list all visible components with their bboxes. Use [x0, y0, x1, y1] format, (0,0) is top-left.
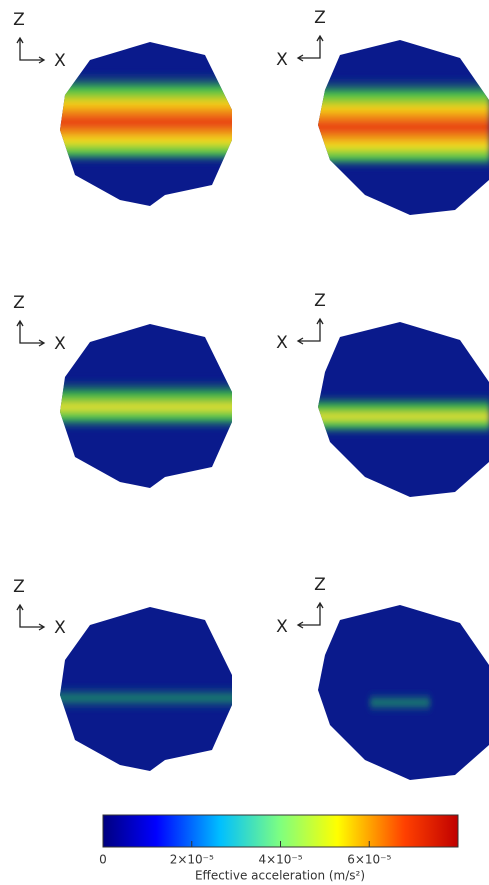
axis-label: X	[276, 333, 288, 353]
axis-label: X	[54, 51, 66, 71]
tick-label: 2×10⁻⁵	[170, 853, 214, 867]
axis-label: Z	[13, 10, 25, 30]
axis-arrow	[296, 601, 324, 629]
axis-label: Z	[13, 577, 25, 597]
rendering	[318, 322, 489, 497]
renderings	[60, 40, 489, 780]
rendering	[318, 605, 489, 780]
axis-arrow	[296, 34, 324, 62]
tick-label: 0	[99, 853, 107, 867]
tick-label: 4×10⁻⁵	[258, 853, 302, 867]
axis-arrow	[16, 603, 46, 631]
axis-label: Z	[314, 575, 326, 595]
axis-arrow	[16, 319, 46, 347]
colorbar-label: Effective acceleration (m/s²)	[195, 869, 365, 883]
rendering	[60, 42, 232, 206]
rendering	[60, 607, 232, 771]
rendering	[60, 324, 232, 488]
axis-label: X	[54, 618, 66, 638]
axis-label: Z	[314, 291, 326, 311]
rendering	[318, 40, 489, 215]
tick-label: 6×10⁻⁵	[347, 853, 391, 867]
axis-label: X	[276, 50, 288, 70]
axis-arrow	[16, 36, 46, 64]
axis-label: Z	[13, 293, 25, 313]
axis-label: X	[54, 334, 66, 354]
axis-arrow	[296, 317, 324, 345]
axis-label: Z	[314, 8, 326, 28]
axis-label: X	[276, 617, 288, 637]
